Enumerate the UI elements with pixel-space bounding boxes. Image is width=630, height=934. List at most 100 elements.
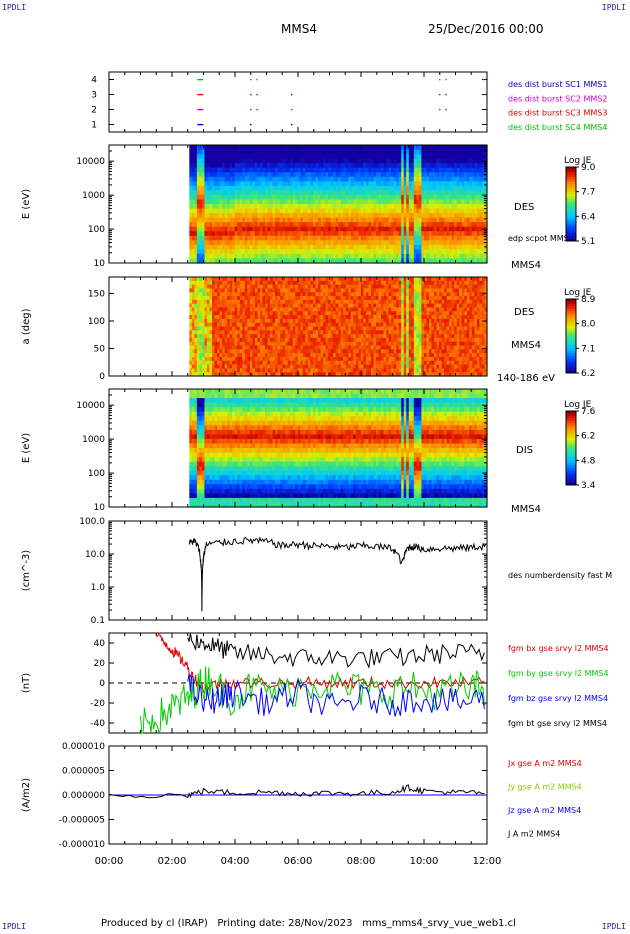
des-pitch-heatmap-cell	[234, 349, 238, 354]
des-pitch-heatmap-cell	[247, 280, 251, 286]
des-pitch-heatmap-cell	[237, 315, 241, 320]
des-energy-heatmap-cell	[426, 226, 430, 232]
des-energy-heatmap-cell	[431, 185, 435, 191]
des-pitch-heatmap-cell	[323, 345, 327, 350]
des-energy-heatmap-cell	[206, 181, 211, 187]
des-energy-heatmap-cell	[206, 258, 211, 264]
des-pitch-heatmap-cell	[259, 372, 264, 377]
des-pitch-heatmap-cell	[323, 311, 327, 316]
des-pitch-heatmap-cell	[229, 334, 233, 339]
des-energy-heatmap-cell	[199, 154, 203, 160]
des-energy-heatmap-cell	[234, 149, 238, 155]
des-energy-heatmap-cell	[350, 235, 354, 241]
des-energy-heatmap-cell	[270, 222, 274, 228]
des-energy-heatmap-cell	[476, 240, 481, 246]
des-energy-heatmap-cell	[416, 208, 420, 214]
des-energy-heatmap-cell	[413, 176, 417, 182]
des-energy-heatmap-cell	[416, 158, 420, 164]
des-pitch-heatmap-cell	[295, 330, 299, 335]
des-energy-heatmap-cell	[416, 244, 420, 250]
des-energy-heatmap-cell	[471, 163, 475, 169]
corner-label-top-left: IPDLI	[2, 3, 27, 12]
des-energy-heatmap-cell	[451, 154, 455, 160]
des-energy-heatmap-cell	[381, 231, 385, 237]
des-energy-heatmap-cell	[459, 226, 463, 232]
des-energy-heatmap-cell	[378, 204, 382, 210]
des-pitch-heatmap-cell	[222, 303, 226, 309]
des-energy-heatmap-cell	[242, 185, 246, 191]
des-pitch-heatmap-cell	[265, 330, 269, 335]
des-energy-heatmap-cell	[461, 204, 465, 210]
des-energy-heatmap-cell	[317, 258, 322, 264]
des-pitch-heatmap-cell	[333, 364, 337, 369]
des-energy-heatmap-cell	[227, 149, 231, 155]
des-pitch-heatmap-cell	[333, 356, 337, 362]
des-energy-heatmap-cell	[340, 154, 344, 160]
des-energy-heatmap-cell	[333, 181, 337, 187]
des-energy-heatmap-cell	[257, 235, 261, 241]
des-energy-panel-ytick-label: 10	[94, 259, 106, 269]
des-pitch-heatmap-cell	[282, 345, 286, 350]
des-pitch-heatmap-cell	[199, 353, 203, 358]
des-energy-heatmap-cell	[476, 226, 481, 232]
des-energy-heatmap-cell	[267, 231, 271, 237]
des-energy-heatmap-cell	[282, 204, 286, 210]
des-energy-heatmap-cell	[209, 199, 213, 205]
des-energy-heatmap-cell	[431, 172, 435, 178]
des-energy-heatmap-cell	[189, 204, 193, 210]
des-pitch-heatmap-cell	[244, 364, 248, 369]
des-pitch-heatmap-cell	[237, 364, 241, 369]
des-energy-heatmap-cell	[302, 149, 306, 155]
des-energy-heatmap-cell	[277, 217, 281, 223]
des-energy-heatmap-cell	[282, 185, 286, 191]
des-pitch-heatmap-cell	[315, 356, 319, 362]
des-energy-heatmap-cell	[252, 181, 256, 187]
des-energy-heatmap-cell	[333, 163, 337, 169]
des-pitch-heatmap-cell	[189, 307, 193, 312]
des-pitch-heatmap-cell	[295, 341, 299, 347]
des-energy-heatmap-cell	[355, 172, 359, 178]
des-energy-heatmap-cell	[413, 213, 417, 219]
des-pitch-heatmap-cell	[232, 360, 236, 366]
des-energy-heatmap-cell	[378, 258, 382, 264]
des-energy-heatmap-cell	[323, 208, 327, 214]
des-energy-heatmap-cell	[343, 176, 347, 182]
des-pitch-heatmap-cell	[262, 288, 266, 293]
des-energy-heatmap-cell	[353, 167, 357, 173]
des-energy-heatmap-cell	[307, 226, 312, 232]
des-pitch-heatmap-cell	[206, 356, 211, 362]
des-energy-heatmap-cell	[469, 185, 473, 191]
des-pitch-heatmap-cell	[323, 299, 327, 305]
des-energy-heatmap-cell	[328, 154, 332, 160]
des-pitch-heatmap-cell	[282, 292, 286, 297]
des-energy-heatmap-cell	[257, 222, 261, 228]
des-energy-heatmap-cell	[300, 163, 304, 169]
des-energy-heatmap-cell	[300, 176, 304, 182]
des-pitch-heatmap-cell	[292, 292, 296, 297]
des-pitch-heatmap-cell	[229, 368, 233, 373]
des-energy-heatmap-cell	[254, 185, 259, 191]
des-energy-heatmap-cell	[398, 163, 402, 169]
des-energy-heatmap-cell	[232, 222, 236, 228]
des-energy-heatmap-cell	[259, 217, 264, 223]
des-energy-heatmap-cell	[444, 163, 448, 169]
des-pitch-heatmap-cell	[259, 345, 264, 350]
des-energy-heatmap-cell	[340, 231, 344, 237]
des-energy-heatmap-cell	[340, 240, 344, 246]
des-pitch-heatmap-cell	[229, 318, 233, 324]
des-energy-heatmap-cell	[398, 204, 402, 210]
des-pitch-heatmap-cell	[348, 311, 352, 316]
des-energy-heatmap-cell	[350, 149, 354, 155]
burst-mark-sc3	[439, 93, 441, 96]
des-energy-heatmap-cell	[191, 226, 195, 232]
des-energy-colorbar-cell	[566, 184, 576, 188]
des-energy-heatmap-cell	[373, 154, 377, 160]
des-pitch-heatmap-cell	[320, 334, 324, 339]
des-energy-heatmap-cell	[275, 249, 279, 255]
des-energy-heatmap-cell	[378, 145, 382, 151]
des-energy-heatmap-cell	[212, 190, 216, 196]
des-energy-heatmap-cell	[212, 240, 216, 246]
des-energy-heatmap-cell	[386, 208, 390, 214]
des-energy-heatmap-cell	[416, 249, 420, 255]
des-energy-heatmap-cell	[391, 231, 395, 237]
